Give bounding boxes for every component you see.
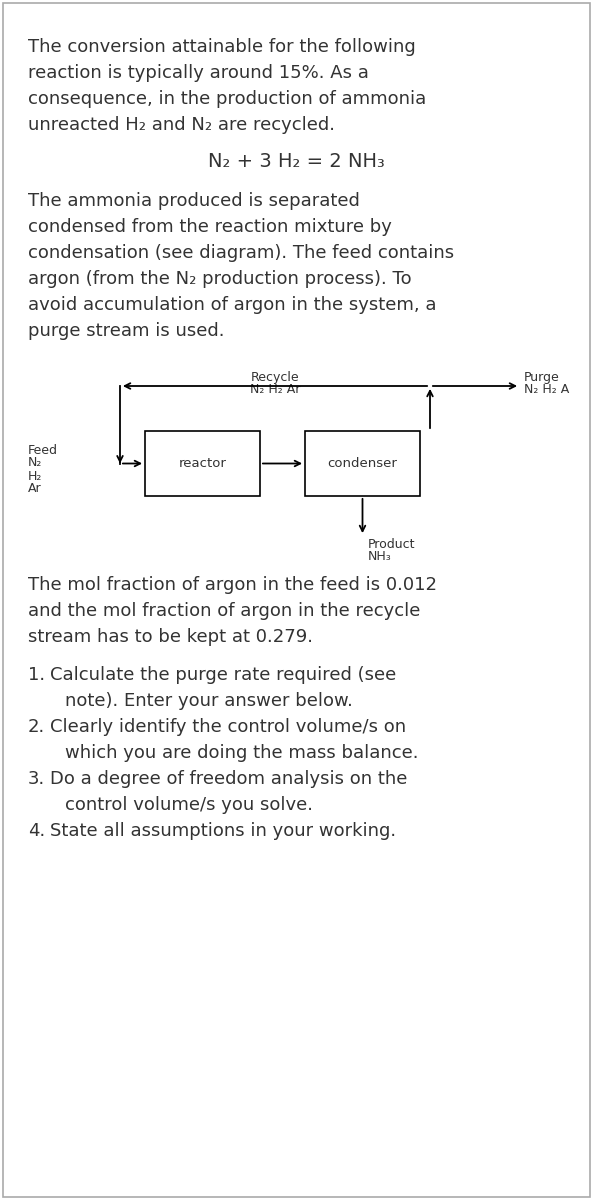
- Text: 2.: 2.: [28, 718, 45, 736]
- Text: State all assumptions in your working.: State all assumptions in your working.: [50, 822, 396, 840]
- Bar: [305, 431, 420, 496]
- Text: 4.: 4.: [28, 822, 45, 840]
- Text: unreacted H₂ and N₂ are recycled.: unreacted H₂ and N₂ are recycled.: [28, 116, 335, 134]
- Text: which you are doing the mass balance.: which you are doing the mass balance.: [65, 744, 419, 762]
- Text: condensed from the reaction mixture by: condensed from the reaction mixture by: [28, 218, 392, 236]
- Text: N₂ + 3 H₂ = 2 NH₃: N₂ + 3 H₂ = 2 NH₃: [208, 152, 384, 170]
- Text: Calculate the purge rate required (see: Calculate the purge rate required (see: [50, 666, 396, 684]
- Text: N₂ H₂ A: N₂ H₂ A: [524, 383, 569, 396]
- Text: The ammonia produced is separated: The ammonia produced is separated: [28, 192, 360, 210]
- Text: condenser: condenser: [327, 457, 397, 470]
- Text: reaction is typically around 15%. As a: reaction is typically around 15%. As a: [28, 64, 369, 82]
- Text: Ar: Ar: [28, 482, 42, 496]
- Text: control volume/s you solve.: control volume/s you solve.: [65, 796, 313, 814]
- Text: N₂: N₂: [28, 456, 42, 469]
- Text: argon (from the N₂ production process). To: argon (from the N₂ production process). …: [28, 270, 412, 288]
- Text: The mol fraction of argon in the feed is 0.012: The mol fraction of argon in the feed is…: [28, 576, 437, 594]
- Text: note). Enter your answer below.: note). Enter your answer below.: [65, 692, 353, 710]
- Text: The conversion attainable for the following: The conversion attainable for the follow…: [28, 38, 416, 56]
- Text: avoid accumulation of argon in the system, a: avoid accumulation of argon in the syste…: [28, 296, 436, 314]
- Text: Clearly identify the control volume/s on: Clearly identify the control volume/s on: [50, 718, 406, 736]
- Text: reactor: reactor: [178, 457, 227, 470]
- Text: H₂: H₂: [28, 469, 42, 482]
- Text: Do a degree of freedom analysis on the: Do a degree of freedom analysis on the: [50, 770, 407, 788]
- Text: purge stream is used.: purge stream is used.: [28, 322, 225, 340]
- Text: Product: Product: [368, 538, 415, 551]
- Text: stream has to be kept at 0.279.: stream has to be kept at 0.279.: [28, 628, 313, 646]
- Text: Recycle: Recycle: [251, 371, 299, 384]
- Text: N₂ H₂ Ar: N₂ H₂ Ar: [250, 383, 300, 396]
- Text: and the mol fraction of argon in the recycle: and the mol fraction of argon in the rec…: [28, 602, 420, 620]
- Text: condensation (see diagram). The feed contains: condensation (see diagram). The feed con…: [28, 244, 454, 262]
- Text: Feed: Feed: [28, 444, 58, 456]
- Text: consequence, in the production of ammonia: consequence, in the production of ammoni…: [28, 90, 426, 108]
- Text: 3.: 3.: [28, 770, 45, 788]
- Text: 1.: 1.: [28, 666, 45, 684]
- Bar: [145, 431, 260, 496]
- Text: NH₃: NH₃: [368, 550, 391, 563]
- Text: Purge: Purge: [524, 371, 560, 384]
